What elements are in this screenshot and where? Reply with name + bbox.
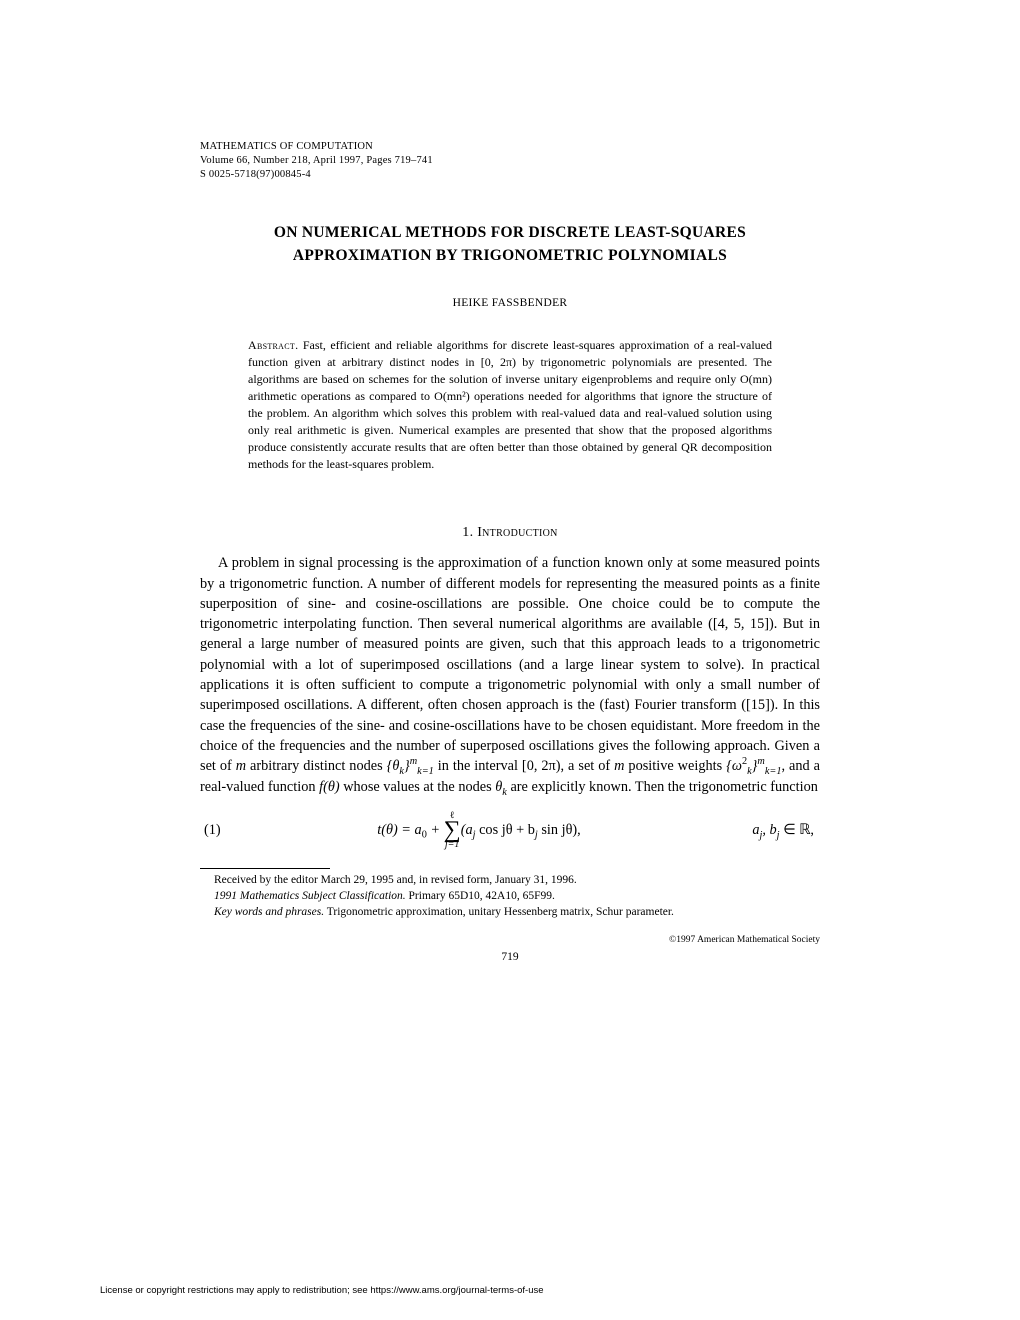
footnote-rule (200, 868, 330, 869)
equation-condition: aj, bj ∈ ℝ, (684, 822, 820, 839)
journal-sid: S 0025-5718(97)00845-4 (200, 168, 820, 182)
footnotes: Received by the editor March 29, 1995 an… (200, 873, 820, 921)
intro-text-c: in the interval [0, 2π), a set of (434, 758, 614, 774)
eq-sin: sin jθ), (538, 822, 581, 838)
intro-text-b: arbitrary distinct nodes (246, 758, 387, 774)
theta-idx: k=1 (417, 766, 434, 777)
journal-name: MATHEMATICS OF COMPUTATION (200, 140, 820, 154)
omega-idx: k=1 (765, 766, 782, 777)
footnote-keywords: Key words and phrases. Trigonometric app… (200, 905, 820, 921)
eq-open: (a (461, 822, 473, 838)
msc-text: Primary 65D10, 42A10, 65F99. (406, 890, 555, 902)
kw-text: Trigonometric approximation, unitary Hes… (324, 906, 674, 918)
math-omega-set: {ω2k}mk=1 (726, 758, 781, 774)
eq-cos: cos jθ + b (476, 822, 535, 838)
footnote-received: Received by the editor March 29, 1995 an… (200, 873, 820, 889)
abstract-text: Fast, efficient and reliable algorithms … (248, 338, 772, 471)
math-theta-set: {θk}mk=1 (387, 758, 434, 774)
math-ftheta: f(θ) (319, 779, 340, 795)
intro-paragraph: A problem in signal processing is the ap… (200, 553, 820, 797)
copyright-line: ©1997 American Mathematical Society (200, 935, 820, 945)
equation-body: t(θ) = a0 + ℓ∑j=1(aj cos jθ + bj sin jθ)… (274, 811, 684, 850)
theta-sup: m (410, 756, 417, 767)
sigma-icon: ∑ (444, 821, 461, 840)
journal-volume: Volume 66, Number 218, April 1997, Pages… (200, 154, 820, 168)
cond-tail: ∈ ℝ, (780, 822, 815, 838)
section-heading: 1. Introduction (200, 525, 820, 541)
intro-text-a: A problem in signal processing is the ap… (200, 555, 820, 774)
paper-page: MATHEMATICS OF COMPUTATION Volume 66, Nu… (0, 0, 1020, 963)
intro-text-f: whose values at the nodes (340, 779, 496, 795)
intro-text-g: are explicitly known. Then the trigonome… (507, 779, 818, 795)
eq-lhs: t(θ) = a (377, 822, 421, 838)
cond-b: , b (762, 822, 776, 838)
eq-plus: + (427, 822, 444, 838)
title-line-2: APPROXIMATION BY TRIGONOMETRIC POLYNOMIA… (200, 244, 820, 267)
equation-number: (1) (200, 822, 274, 839)
msc-label: 1991 Mathematics Subject Classification. (214, 890, 406, 902)
author-name: HEIKE FASSBENDER (200, 297, 820, 309)
math-m-1: m (236, 758, 246, 774)
title-line-1: ON NUMERICAL METHODS FOR DISCRETE LEAST-… (200, 221, 820, 244)
sum-symbol: ℓ∑j=1 (444, 811, 461, 850)
journal-header: MATHEMATICS OF COMPUTATION Volume 66, Nu… (200, 140, 820, 183)
paper-title: ON NUMERICAL METHODS FOR DISCRETE LEAST-… (200, 221, 820, 268)
theta-open: {θ (387, 758, 400, 774)
kw-label: Key words and phrases. (214, 906, 324, 918)
sum-lower: j=1 (444, 840, 461, 850)
equation-1: (1) t(θ) = a0 + ℓ∑j=1(aj cos jθ + bj sin… (200, 811, 820, 850)
page-number: 719 (200, 951, 820, 963)
omega-sup-m: m (757, 756, 764, 767)
license-line: License or copyright restrictions may ap… (100, 1285, 544, 1296)
abstract-label: Abstract. (248, 338, 298, 352)
omega-open: {ω (726, 758, 742, 774)
abstract: Abstract. Fast, efficient and reliable a… (248, 337, 772, 473)
math-m-2: m (614, 758, 624, 774)
intro-text-d: positive weights (624, 758, 726, 774)
footnote-msc: 1991 Mathematics Subject Classification.… (200, 889, 820, 905)
